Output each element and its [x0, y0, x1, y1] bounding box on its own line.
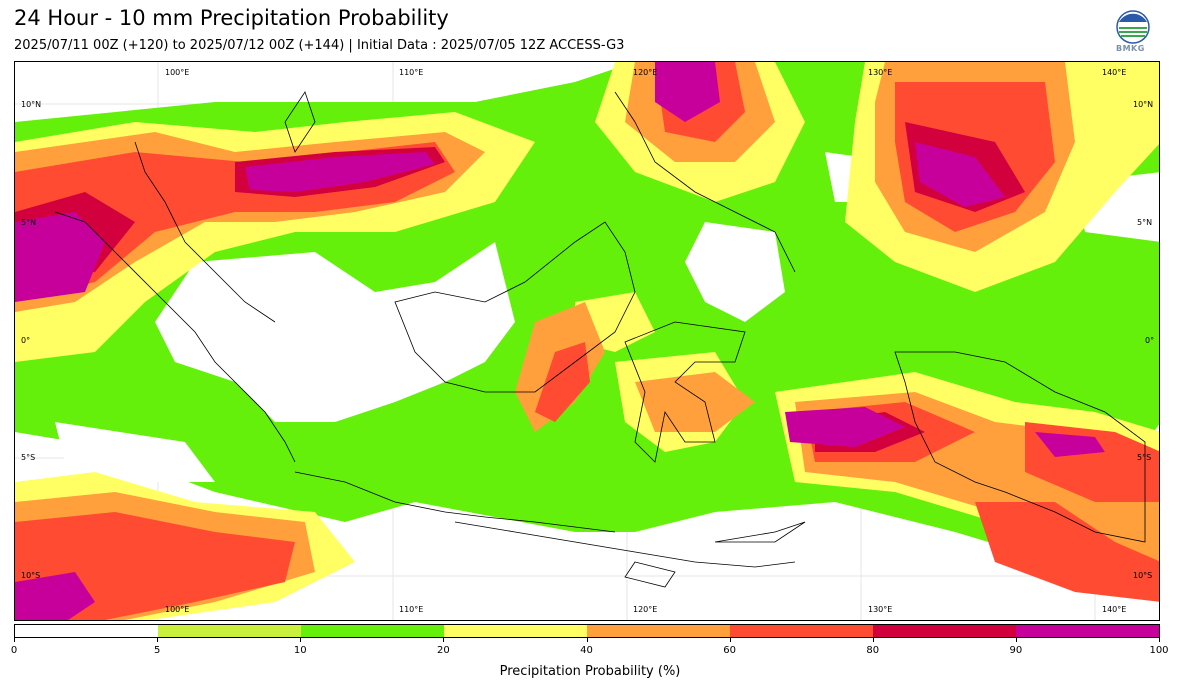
colorbar-segment [158, 625, 301, 637]
lon-label-top: 100°E [165, 68, 190, 77]
colorbar-tick [586, 638, 588, 642]
colorbar-tick [157, 638, 159, 642]
lon-label-top: 140°E [1102, 68, 1127, 77]
colorbar-segment [301, 625, 444, 637]
map-layer [15, 62, 1159, 620]
lat-label-left: 10°N [21, 100, 42, 109]
prob-90-100 [15, 62, 1105, 620]
map-title: 24 Hour - 10 mm Precipitation Probabilit… [14, 6, 449, 30]
lat-label-right: 10°S [1133, 571, 1153, 580]
coastlines [54, 91, 1146, 588]
lon-label-top: 110°E [399, 68, 424, 77]
colorbar-tick [1159, 638, 1160, 642]
lat-label-right: 10°N [1133, 100, 1154, 109]
lon-label-bottom: 130°E [868, 605, 893, 614]
lon-label-bottom: 120°E [633, 605, 658, 614]
colorbar [14, 624, 1160, 638]
colorbar-tick-label: 20 [437, 645, 450, 656]
colorbar-tick-label: 80 [866, 645, 880, 656]
lon-label-bottom: 110°E [399, 605, 424, 614]
colorbar-tick-label: 60 [723, 645, 736, 656]
colorbar-tick [443, 638, 445, 642]
lat-label-right: 5°S [1137, 453, 1152, 462]
map-subtitle: 2025/07/11 00Z (+120) to 2025/07/12 00Z … [14, 38, 625, 53]
colorbar-tick-label: 90 [1009, 645, 1023, 656]
colorbar-segment [873, 625, 1016, 637]
bmkg-logo-text: BMKG [1116, 44, 1145, 53]
colorbar-tick-label: 40 [580, 645, 593, 656]
colorbar-tick-label: 10 [293, 645, 307, 656]
colorbar-tick [300, 638, 302, 642]
lat-label-right: 5°N [1137, 218, 1153, 227]
colorbar-segment [444, 625, 587, 637]
bmkg-logo [1113, 10, 1153, 58]
lon-label-top: 120°E [633, 68, 658, 77]
lon-label-bottom: 100°E [165, 605, 190, 614]
colorbar-tick-label: 100 [1149, 645, 1169, 656]
lat-label-left: 0° [21, 336, 31, 345]
lat-label-left: 10°S [21, 571, 41, 580]
colorbar-tick [872, 638, 874, 642]
colorbar-segment [587, 625, 730, 637]
lat-label-right: 0° [1145, 336, 1155, 345]
lat-label-left: 5°S [21, 453, 36, 462]
colorbar-segment [730, 625, 873, 637]
lat-label-left: 5°N [21, 218, 37, 227]
colorbar-tick-label: 5 [153, 645, 161, 656]
colorbar-segment [15, 625, 158, 637]
lon-label-top: 130°E [868, 68, 893, 77]
colorbar-title: Precipitation Probability (%) [499, 664, 681, 679]
colorbar-tick [729, 638, 731, 642]
precipitation-map[interactable]: 100°E 110°E 120°E 130°E 140°E 100°E 110°… [14, 61, 1160, 621]
colorbar-tick [14, 638, 15, 642]
lon-label-bottom: 140°E [1102, 605, 1127, 614]
colorbar-segment [1016, 625, 1159, 637]
colorbar-tick [1015, 638, 1017, 642]
colorbar-tick-label: 0 [10, 645, 18, 656]
